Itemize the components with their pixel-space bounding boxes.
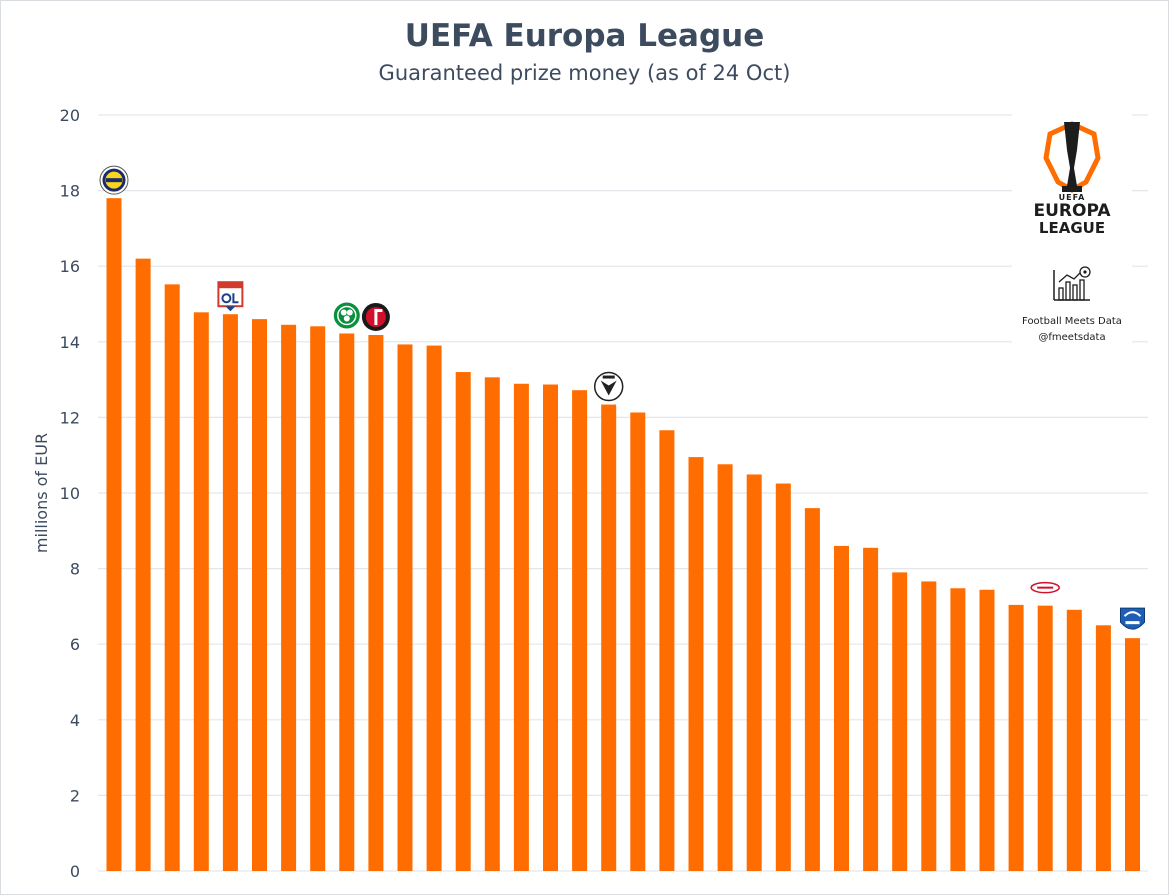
bar <box>281 324 297 871</box>
bars <box>106 198 1140 872</box>
y-tick-label: 8 <box>70 560 80 579</box>
bar <box>630 412 646 871</box>
bar <box>1066 609 1082 871</box>
europa-league-wordmark: UEFA EUROPA LEAGUE <box>1033 193 1111 237</box>
bar <box>484 377 500 871</box>
bar <box>368 334 384 872</box>
y-tick-label: 10 <box>60 484 80 503</box>
gridlines <box>98 114 1148 872</box>
bar <box>746 474 762 871</box>
y-tick-label: 14 <box>60 333 80 352</box>
club-badges <box>99 165 1145 630</box>
bar <box>775 483 791 871</box>
bar <box>892 572 908 871</box>
y-axis-ticks: 0 2 4 6 8 10 12 14 16 18 20 <box>60 106 80 881</box>
genk-badge-icon <box>1120 607 1145 630</box>
bar <box>193 312 209 871</box>
bar <box>426 345 442 872</box>
bar <box>135 258 151 871</box>
feyenoord-badge-icon <box>361 302 390 331</box>
author-name: Football Meets Data <box>1022 316 1122 327</box>
bar <box>222 314 238 871</box>
bar <box>659 430 675 871</box>
bar <box>1037 605 1053 871</box>
chart-title: UEFA Europa League <box>404 18 765 54</box>
bar <box>979 589 995 871</box>
europa-league-trophy-icon <box>1043 121 1101 193</box>
branding-panel: UEFA EUROPA LEAGUE Football Meets Data @… <box>1012 112 1132 352</box>
bar <box>921 581 937 871</box>
bar <box>863 547 879 871</box>
bar <box>950 588 966 871</box>
brann-badge-icon <box>1030 581 1060 594</box>
bar <box>513 383 529 871</box>
bar <box>1125 638 1140 871</box>
analytics-chart-icon <box>1053 266 1091 301</box>
bar <box>717 464 733 871</box>
bar <box>834 545 849 871</box>
chart-subtitle: Guaranteed prize money (as of 24 Oct) <box>378 61 791 85</box>
y-tick-label: 20 <box>60 106 80 125</box>
bar <box>106 198 122 871</box>
y-tick-label: 16 <box>60 257 80 276</box>
author-handle: @fmeetsdata <box>1038 332 1106 343</box>
fenerbahce-badge-icon <box>99 165 129 195</box>
y-tick-label: 0 <box>70 862 80 881</box>
y-tick-label: 18 <box>60 182 80 201</box>
y-axis-label: millions of EUR <box>32 433 51 553</box>
bar <box>397 344 413 871</box>
bar <box>572 390 588 871</box>
bar <box>310 326 326 871</box>
bar <box>339 333 355 871</box>
y-tick-label: 12 <box>60 408 80 427</box>
y-tick-label: 6 <box>70 635 80 654</box>
lyon-badge-icon <box>217 281 244 312</box>
y-tick-label: 4 <box>70 711 80 730</box>
y-tick-label: 2 <box>70 786 80 805</box>
bar <box>1095 625 1111 871</box>
bar <box>804 508 820 871</box>
bar <box>252 319 267 871</box>
bar <box>164 284 180 871</box>
bar <box>1008 604 1024 871</box>
paok-badge-icon <box>593 371 624 402</box>
bar <box>455 372 471 871</box>
bar <box>543 384 558 871</box>
celtic-badge-icon <box>331 300 362 331</box>
bar <box>601 404 617 871</box>
bar <box>688 457 704 871</box>
